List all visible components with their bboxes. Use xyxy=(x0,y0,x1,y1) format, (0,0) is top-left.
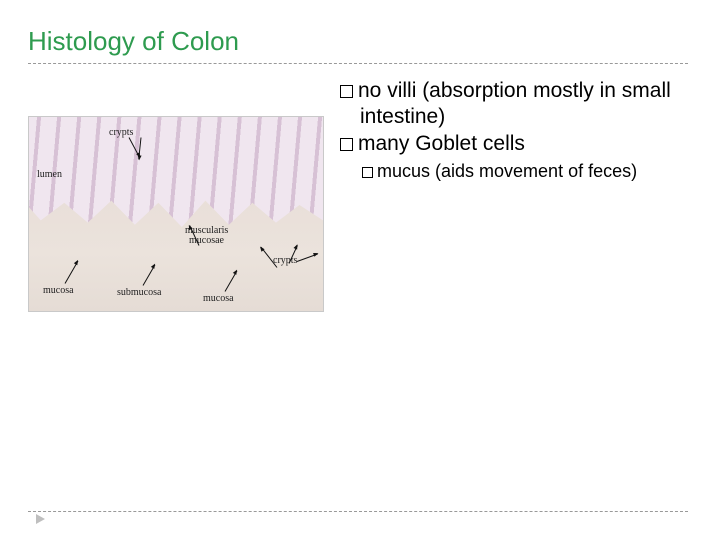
histology-image: lumen crypts crypts muscularis mucosae m… xyxy=(28,116,324,312)
checkbox-icon xyxy=(340,85,353,98)
bullet-no-villi: no villi (absorption mostly in small int… xyxy=(340,78,686,129)
divider-top xyxy=(28,63,688,64)
page-title: Histology of Colon xyxy=(28,26,692,57)
text-column: no villi (absorption mostly in small int… xyxy=(340,78,692,183)
label-crypts-right: crypts xyxy=(273,255,297,266)
label-mucosa-left: mucosa xyxy=(43,285,74,296)
bullet-rest: Goblet cells xyxy=(409,132,525,155)
footer-arrow-icon xyxy=(36,514,45,524)
label-lumen: lumen xyxy=(37,169,62,180)
content-row: lumen crypts crypts muscularis mucosae m… xyxy=(28,78,692,312)
slide-container: Histology of Colon lumen crypts crypts m… xyxy=(0,0,720,540)
arrow-line xyxy=(143,264,156,285)
image-column: lumen crypts crypts muscularis mucosae m… xyxy=(28,78,328,312)
crypt-region xyxy=(29,117,323,227)
bullet-prefix: no xyxy=(358,79,381,102)
arrow-line xyxy=(65,261,79,284)
arrow-line xyxy=(297,254,318,262)
bullet-goblet-cells: many Goblet cells xyxy=(340,131,686,157)
bullet-prefix: mucus xyxy=(377,161,430,181)
bullet-rest: villi (absorption mostly in small intest… xyxy=(360,79,671,128)
divider-bottom xyxy=(28,511,688,512)
label-crypts-top: crypts xyxy=(109,127,133,138)
checkbox-icon xyxy=(362,167,373,178)
bullet-mucus: mucus (aids movement of feces) xyxy=(340,161,686,183)
bullet-rest: (aids movement of feces) xyxy=(430,161,637,181)
arrow-line xyxy=(225,270,238,291)
checkbox-icon xyxy=(340,138,353,151)
label-submucosa: submucosa xyxy=(117,287,161,298)
label-mucosa-mid: mucosa xyxy=(203,293,234,304)
bullet-prefix: many xyxy=(358,132,409,155)
